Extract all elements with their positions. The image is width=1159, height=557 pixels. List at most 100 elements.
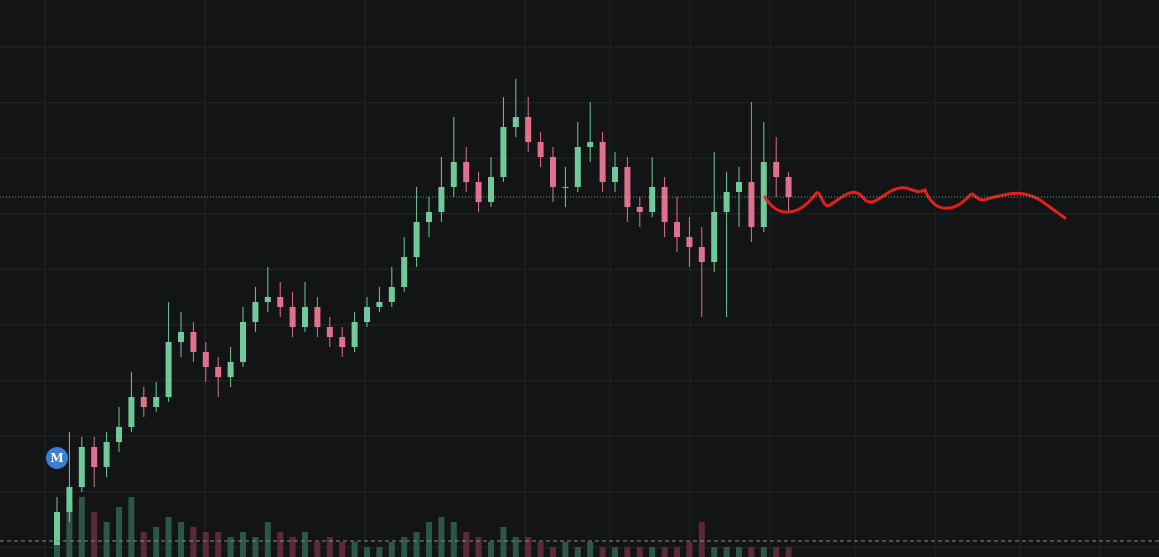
candle-body bbox=[624, 167, 631, 207]
volume-bar bbox=[674, 547, 680, 557]
volume-bar bbox=[587, 542, 594, 557]
candle-body bbox=[612, 167, 618, 182]
volume-bar bbox=[388, 542, 395, 557]
candle-body bbox=[587, 142, 594, 147]
candle-body bbox=[413, 222, 420, 257]
marker-badge[interactable] bbox=[46, 447, 68, 469]
candle-body bbox=[240, 322, 246, 362]
candle-body bbox=[686, 237, 693, 247]
volume-bar bbox=[401, 537, 408, 557]
volume-bar bbox=[785, 547, 792, 557]
candle-body bbox=[426, 212, 432, 222]
candle-body bbox=[636, 207, 643, 212]
volume-bar bbox=[277, 532, 284, 557]
candle-body bbox=[140, 397, 147, 407]
volume-bar bbox=[103, 522, 110, 557]
volume-bar bbox=[599, 547, 606, 557]
volume-bar bbox=[748, 547, 755, 557]
candle-body bbox=[475, 182, 482, 202]
candle-body bbox=[128, 397, 135, 427]
volume-bar bbox=[550, 547, 556, 557]
candle-body bbox=[438, 187, 445, 212]
candle-body bbox=[178, 332, 184, 342]
candle-layer bbox=[54, 79, 792, 545]
volume-bar bbox=[376, 547, 383, 557]
candle-body bbox=[661, 187, 668, 222]
volume-bar bbox=[537, 542, 544, 557]
candle-body bbox=[165, 342, 172, 397]
candle-body bbox=[116, 427, 122, 442]
volume-bar bbox=[686, 542, 693, 557]
candle-body bbox=[599, 142, 606, 182]
candle-body bbox=[351, 322, 358, 347]
candle-body bbox=[66, 487, 73, 512]
candle-body bbox=[525, 117, 532, 142]
volume-bar bbox=[289, 537, 296, 557]
volume-bar bbox=[475, 537, 482, 557]
volume-bar bbox=[153, 527, 160, 557]
candle-body bbox=[674, 222, 680, 237]
volume-bar bbox=[574, 547, 581, 557]
volume-bar bbox=[512, 537, 519, 557]
volume-bar bbox=[723, 547, 730, 557]
volume-bar bbox=[116, 507, 122, 557]
candle-body bbox=[202, 352, 209, 367]
volume-bar bbox=[91, 512, 98, 557]
volume-bar bbox=[264, 522, 271, 557]
candle-body bbox=[326, 327, 333, 337]
candle-body bbox=[537, 142, 544, 157]
volume-bar bbox=[426, 522, 432, 557]
candle-body bbox=[512, 117, 519, 127]
volume-bar bbox=[649, 547, 656, 557]
candle-body bbox=[78, 447, 85, 487]
candle-body bbox=[215, 367, 222, 377]
volume-bar bbox=[240, 532, 246, 557]
volume-bar bbox=[500, 527, 507, 557]
candle-body bbox=[723, 192, 730, 212]
volume-bar bbox=[463, 532, 470, 557]
volume-bar bbox=[252, 537, 259, 557]
volume-bar bbox=[736, 547, 742, 557]
candle-body bbox=[252, 302, 259, 322]
volume-bar bbox=[66, 502, 73, 557]
candle-body bbox=[190, 332, 197, 352]
candle-body bbox=[388, 287, 395, 302]
volume-bar bbox=[450, 522, 457, 557]
volume-bar bbox=[314, 542, 321, 557]
volume-bar bbox=[215, 532, 222, 557]
volume-bar bbox=[661, 547, 668, 557]
candle-body bbox=[339, 337, 346, 347]
marker[interactable]: M bbox=[46, 447, 68, 469]
candle-body bbox=[760, 162, 767, 227]
candle-body bbox=[91, 447, 98, 467]
volume-bar bbox=[190, 527, 197, 557]
candle-body bbox=[785, 177, 792, 197]
volume-bar bbox=[178, 522, 184, 557]
marker-label: M bbox=[50, 451, 63, 465]
volume-bar bbox=[78, 497, 85, 557]
candle-body bbox=[698, 247, 705, 262]
candle-body bbox=[500, 127, 507, 177]
candle-body bbox=[450, 162, 457, 187]
volume-bar bbox=[165, 517, 172, 557]
volume-bar bbox=[128, 497, 135, 557]
candle-body bbox=[376, 302, 383, 307]
volume-bar bbox=[438, 517, 445, 557]
candle-body bbox=[54, 512, 60, 545]
candle-body bbox=[277, 297, 284, 307]
candle-body bbox=[649, 187, 656, 212]
candle-body bbox=[550, 157, 556, 187]
candle-body bbox=[711, 212, 718, 262]
candle-body bbox=[227, 362, 234, 377]
volume-bar bbox=[773, 547, 780, 557]
candle-body bbox=[736, 182, 742, 192]
volume-bar bbox=[326, 537, 333, 557]
volume-bar bbox=[636, 547, 643, 557]
candle-body bbox=[314, 307, 321, 327]
volume-bar bbox=[413, 532, 420, 557]
volume-bar bbox=[364, 547, 370, 557]
candle-body bbox=[364, 307, 370, 322]
volume-bar bbox=[339, 542, 346, 557]
